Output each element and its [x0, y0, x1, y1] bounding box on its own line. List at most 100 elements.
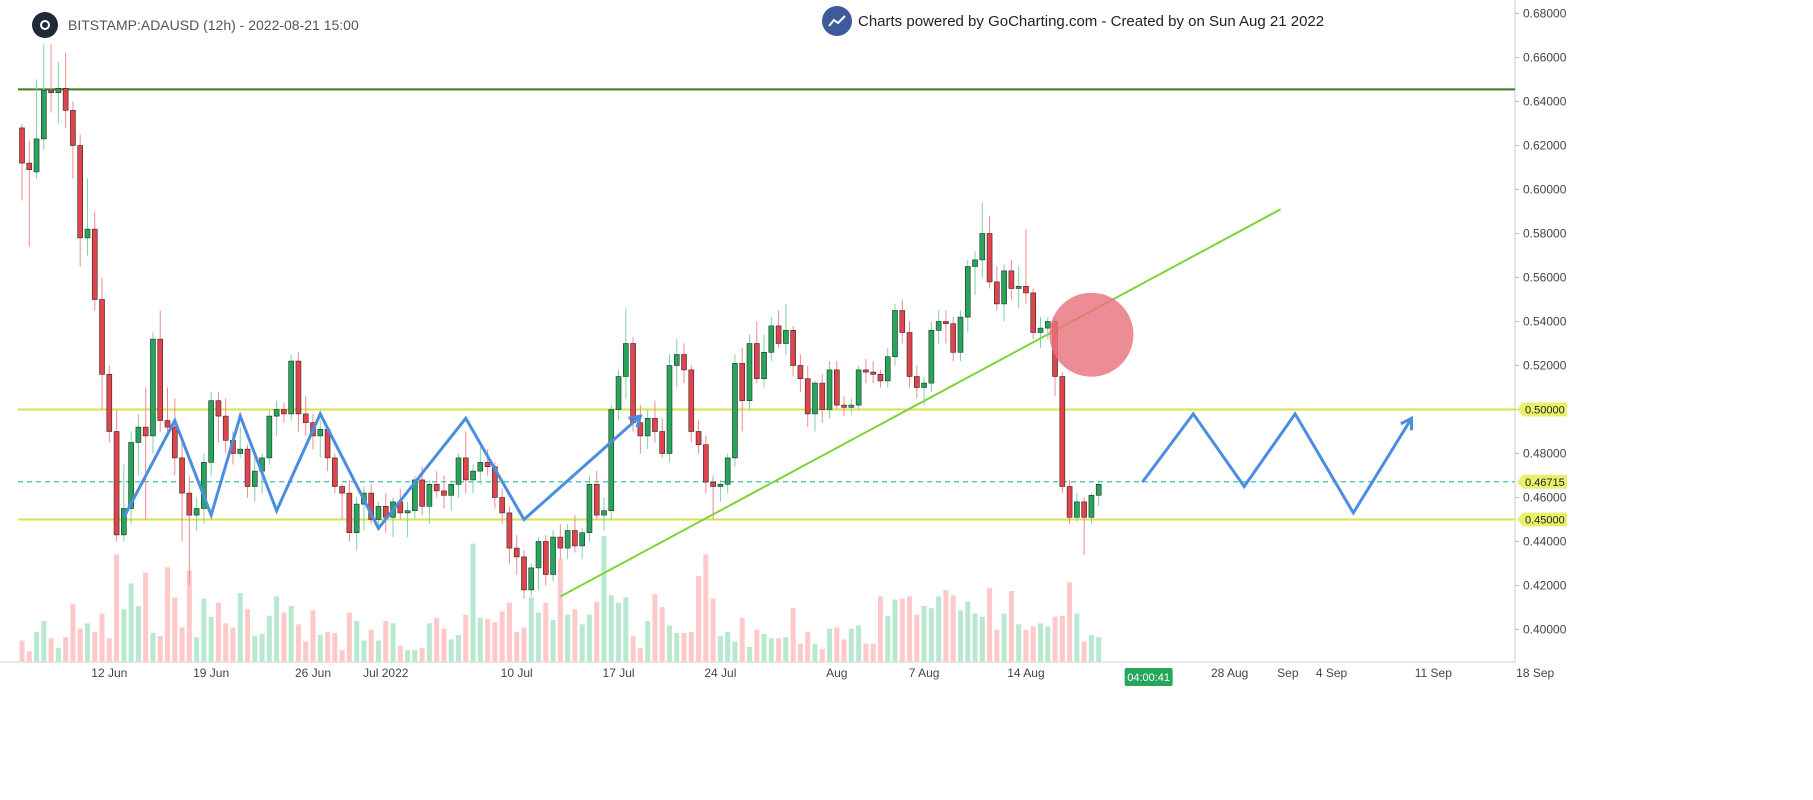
volume-bar: [812, 643, 818, 662]
volume-bar: [717, 636, 723, 662]
candle-body: [1059, 376, 1066, 487]
candle-body: [1008, 270, 1015, 289]
candle-body: [557, 536, 564, 549]
candle: [826, 361, 833, 419]
candle: [150, 332, 156, 454]
candle-body: [681, 354, 687, 371]
candle: [957, 310, 964, 362]
candle-body: [339, 486, 345, 494]
candle-body: [695, 431, 702, 445]
candle-body: [863, 369, 869, 373]
volume-bar: [848, 628, 854, 662]
volume-bar: [914, 614, 920, 662]
candle: [1095, 479, 1102, 507]
candle: [91, 211, 98, 311]
candle-body: [295, 360, 302, 415]
volume-bar: [645, 621, 651, 662]
candle-body: [906, 332, 913, 377]
volume-bar: [725, 631, 731, 662]
volume-bar: [332, 632, 338, 662]
candle: [746, 334, 753, 410]
volume-bar: [266, 615, 272, 662]
candle-body: [644, 417, 651, 437]
candle-body: [375, 505, 382, 520]
candle-body: [535, 541, 542, 569]
y-tick-label: 0.64000: [1523, 95, 1567, 109]
volume-bar: [630, 636, 636, 662]
candle-body: [608, 409, 615, 511]
price-label-bg: [1517, 512, 1567, 527]
x-tick-label: 24 Jul: [704, 666, 736, 680]
candle-body: [935, 321, 942, 331]
volume-bar: [783, 637, 789, 662]
volume-bar: [623, 597, 629, 662]
volume-bar: [572, 609, 578, 662]
volume-bar: [892, 599, 898, 662]
candle-body: [55, 88, 62, 94]
y-tick-label: 0.54000: [1523, 315, 1567, 329]
candle-body: [761, 351, 767, 379]
candle-body: [513, 547, 520, 558]
volume-bar: [666, 625, 672, 662]
x-tick-label: 11 Sep: [1415, 666, 1452, 680]
volume-bar: [121, 609, 127, 662]
volume-bar: [928, 608, 934, 662]
candle-body: [244, 448, 251, 487]
volume-bar: [747, 646, 752, 662]
candle: [644, 409, 651, 450]
volume-bar: [34, 631, 40, 662]
candle: [1001, 264, 1007, 322]
volume-bar: [506, 602, 512, 662]
y-tick-label: 0.66000: [1523, 51, 1567, 65]
candle: [252, 453, 258, 502]
candle-body: [703, 444, 709, 483]
y-tick-label: 0.46000: [1523, 491, 1567, 505]
candle-body: [928, 329, 935, 384]
candle: [637, 405, 644, 454]
y-tick-label: 0.68000: [1523, 7, 1567, 21]
candle-body: [33, 138, 40, 173]
candle-body: [753, 343, 760, 380]
volume-bar: [26, 651, 32, 662]
candle: [550, 530, 556, 582]
candle-body: [91, 228, 98, 300]
volume-bar: [397, 645, 403, 662]
candle-body: [797, 365, 804, 379]
candles: [19, 44, 1102, 599]
credit-text: Charts powered by GoCharting.com - Creat…: [858, 12, 1325, 30]
candle-body: [281, 409, 287, 415]
candle-body: [1074, 501, 1080, 518]
candle: [113, 409, 120, 542]
candle: [775, 310, 782, 348]
candle: [48, 44, 54, 113]
candle-body: [121, 508, 127, 536]
volume-bar: [368, 629, 374, 662]
candle: [1044, 317, 1051, 340]
volume-bar: [819, 649, 825, 662]
volume-bar: [317, 635, 323, 662]
volume-bar: [1081, 641, 1087, 662]
candle: [1074, 493, 1080, 522]
candle-body: [317, 428, 324, 437]
candle: [19, 123, 25, 201]
volume-bar: [870, 643, 876, 662]
volume-bar: [19, 640, 25, 662]
candle-body: [1044, 321, 1051, 329]
candle: [193, 497, 200, 531]
candle-body: [404, 510, 411, 514]
volume-bar: [114, 554, 120, 662]
candle: [652, 400, 658, 443]
candle: [695, 420, 702, 454]
candle-body: [215, 400, 222, 417]
volume-bar: [965, 601, 971, 662]
volume-bar: [987, 587, 993, 662]
price-label-text: 0.50000: [1525, 405, 1565, 417]
candle-body: [521, 556, 527, 591]
candle-body: [826, 369, 833, 410]
volume-bar: [732, 641, 738, 662]
candle-body: [652, 417, 658, 432]
candle: [994, 266, 1000, 311]
candle: [753, 321, 760, 384]
candle-body: [746, 343, 753, 402]
